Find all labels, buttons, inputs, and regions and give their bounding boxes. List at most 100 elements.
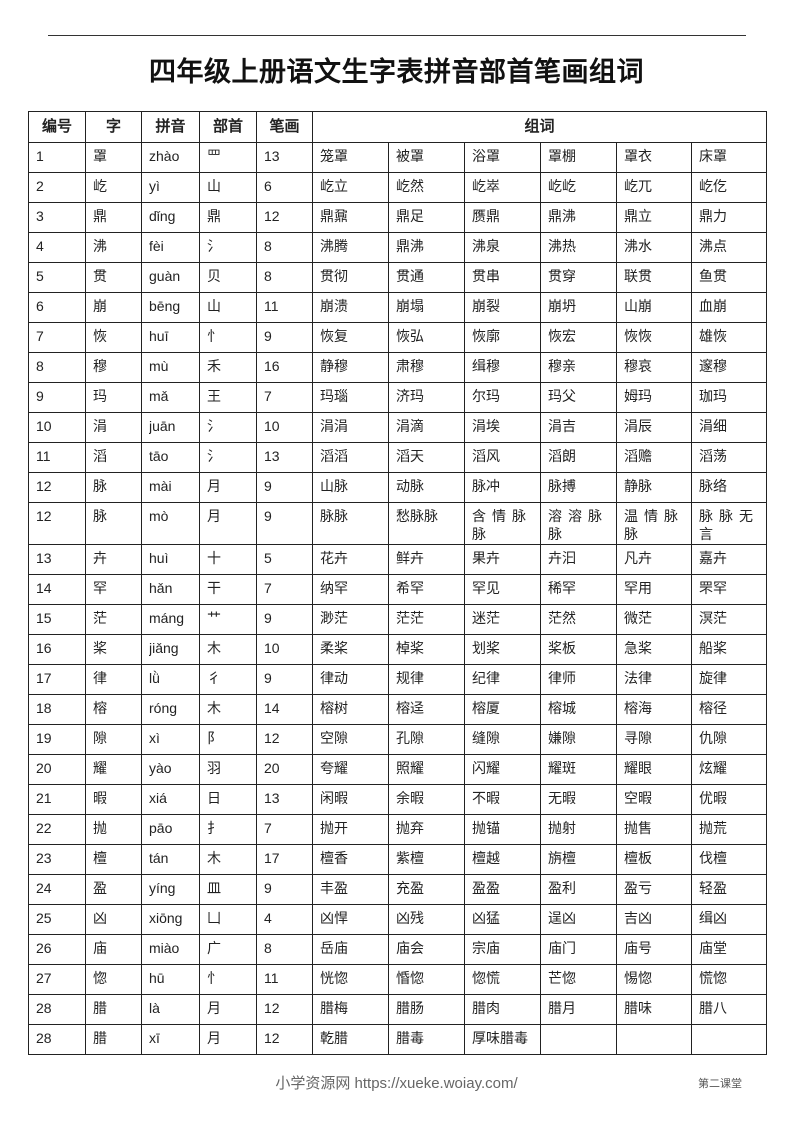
cell-radical-text: 禾 (207, 358, 221, 374)
cell-word: 姆玛 (616, 382, 692, 413)
word-text: 抛荒 (699, 820, 727, 836)
cell-word: 旋律 (690, 664, 768, 695)
word-text: 腊月 (548, 1000, 576, 1016)
cell-word: 腊肉 (464, 994, 541, 1025)
cell-strokes-text: 13 (264, 148, 280, 164)
cell-number: 12 (28, 502, 86, 545)
cell-number: 13 (28, 544, 86, 575)
word-text: 优暇 (699, 790, 727, 806)
cell-word: 沸泉 (464, 232, 541, 263)
cell-word: 联贯 (616, 262, 692, 293)
cell-strokes-text: 10 (264, 418, 280, 434)
cell-radical-text: 干 (207, 580, 221, 596)
cell-strokes-text: 12 (264, 730, 280, 746)
word-text: 鼎力 (699, 208, 727, 224)
cell-number: 15 (28, 604, 86, 635)
cell-number-text: 12 (36, 478, 52, 494)
word-text: 邃穆 (699, 358, 727, 374)
cell-pinyin: juān (141, 412, 200, 443)
cell-pinyin-text: xì (149, 730, 160, 746)
cell-number: 10 (28, 412, 86, 443)
cell-strokes: 20 (256, 754, 313, 785)
word-text: 沸热 (548, 238, 576, 254)
cell-strokes-text: 11 (264, 970, 279, 986)
word-text: 贯彻 (320, 268, 348, 284)
word-text: 床罩 (699, 148, 727, 164)
cell-character: 凶 (85, 904, 142, 935)
word-text: 耀眼 (624, 760, 652, 776)
cell-pinyin: xī (141, 1024, 200, 1055)
cell-character: 榕 (85, 694, 142, 725)
cell-word: 脉脉无言 (690, 502, 768, 545)
cell-word: 脉搏 (540, 472, 617, 503)
cell-strokes: 16 (256, 352, 313, 383)
word-text: 贯穿 (548, 268, 576, 284)
cell-radical-text: 彳 (207, 670, 221, 686)
cell-character: 滔 (85, 442, 142, 473)
word-text: 惛惚 (396, 970, 424, 986)
cell-pinyin: dǐng (141, 202, 200, 233)
cell-word: 崩溃 (312, 292, 389, 323)
cell-word (616, 1024, 692, 1055)
word-text: 脉脉无言 (699, 508, 759, 542)
cell-word: 律动 (312, 664, 389, 695)
cell-character: 罩 (85, 142, 142, 173)
cell-number-text: 25 (36, 910, 52, 926)
cell-character-text: 脉 (93, 478, 107, 494)
table-header-row: 编号 字 拼音 部首 笔画 组词 (28, 111, 768, 143)
table-row: 20 耀 yào 羽 20 夸耀 照耀 闪耀 耀斑 耀眼 炫耀 (28, 754, 768, 785)
word-text: 脉络 (699, 478, 727, 494)
cell-radical: 鼎 (199, 202, 257, 233)
cell-character: 盈 (85, 874, 142, 905)
cell-radical-text: 阝 (207, 730, 221, 746)
cell-character-text: 贯 (93, 268, 107, 284)
word-text: 腊梅 (320, 1000, 348, 1016)
cell-pinyin-text: mǎ (149, 388, 169, 404)
cell-pinyin-text: tāo (149, 448, 169, 464)
cell-word: 棹桨 (388, 634, 465, 665)
cell-pinyin-text: yíng (149, 880, 176, 896)
word-text: 芒惚 (548, 970, 576, 986)
word-text: 凶悍 (320, 910, 348, 926)
cell-word: 腊月 (540, 994, 617, 1025)
cell-number-text: 9 (36, 388, 44, 404)
header-rule (48, 35, 746, 36)
word-text: 庙会 (396, 940, 424, 956)
word-text: 嫌隙 (548, 730, 576, 746)
cell-word: 丰盈 (312, 874, 389, 905)
cell-word: 充盈 (388, 874, 465, 905)
word-text: 腊八 (699, 1000, 727, 1016)
cell-strokes-text: 9 (264, 478, 272, 494)
word-text: 伐檀 (699, 850, 727, 866)
cell-word: 罕见 (464, 574, 541, 605)
table-row: 12 脉 mài 月 9 山脉 动脉 脉冲 脉搏 静脉 脉络 (28, 472, 768, 503)
word-text: 贯通 (396, 268, 424, 284)
word-text: 规律 (396, 670, 424, 686)
cell-strokes-text: 13 (264, 790, 280, 806)
cell-word: 轻盈 (690, 874, 768, 905)
word-text: 旃檀 (548, 850, 576, 866)
cell-word: 涓细 (690, 412, 768, 443)
cell-character-text: 腊 (93, 1030, 107, 1046)
word-text: 恢宏 (548, 328, 576, 344)
word-text: 充盈 (396, 880, 424, 896)
word-text: 腊肠 (396, 1000, 424, 1016)
cell-strokes: 7 (256, 574, 313, 605)
cell-strokes-text: 12 (264, 1000, 280, 1016)
table-row: 11 滔 tāo 氵 13 滔滔 滔天 滔风 滔朗 滔赡 滔荡 (28, 442, 768, 473)
cell-word: 庙门 (540, 934, 617, 965)
cell-radical-text: 王 (207, 388, 221, 404)
cell-word: 滔朗 (540, 442, 617, 473)
cell-number: 17 (28, 664, 86, 695)
cell-word: 嘉卉 (690, 544, 768, 575)
cell-pinyin-text: yì (149, 178, 160, 194)
cell-word: 鱼贯 (690, 262, 768, 293)
word-text: 嘉卉 (699, 550, 727, 566)
cell-radical: 十 (199, 544, 257, 575)
word-text: 抛射 (548, 820, 576, 836)
cell-number-text: 11 (36, 448, 51, 464)
cell-strokes: 8 (256, 262, 313, 293)
word-text: 涓涓 (320, 418, 348, 434)
cell-pinyin: là (141, 994, 200, 1025)
word-text: 涓滴 (396, 418, 424, 434)
